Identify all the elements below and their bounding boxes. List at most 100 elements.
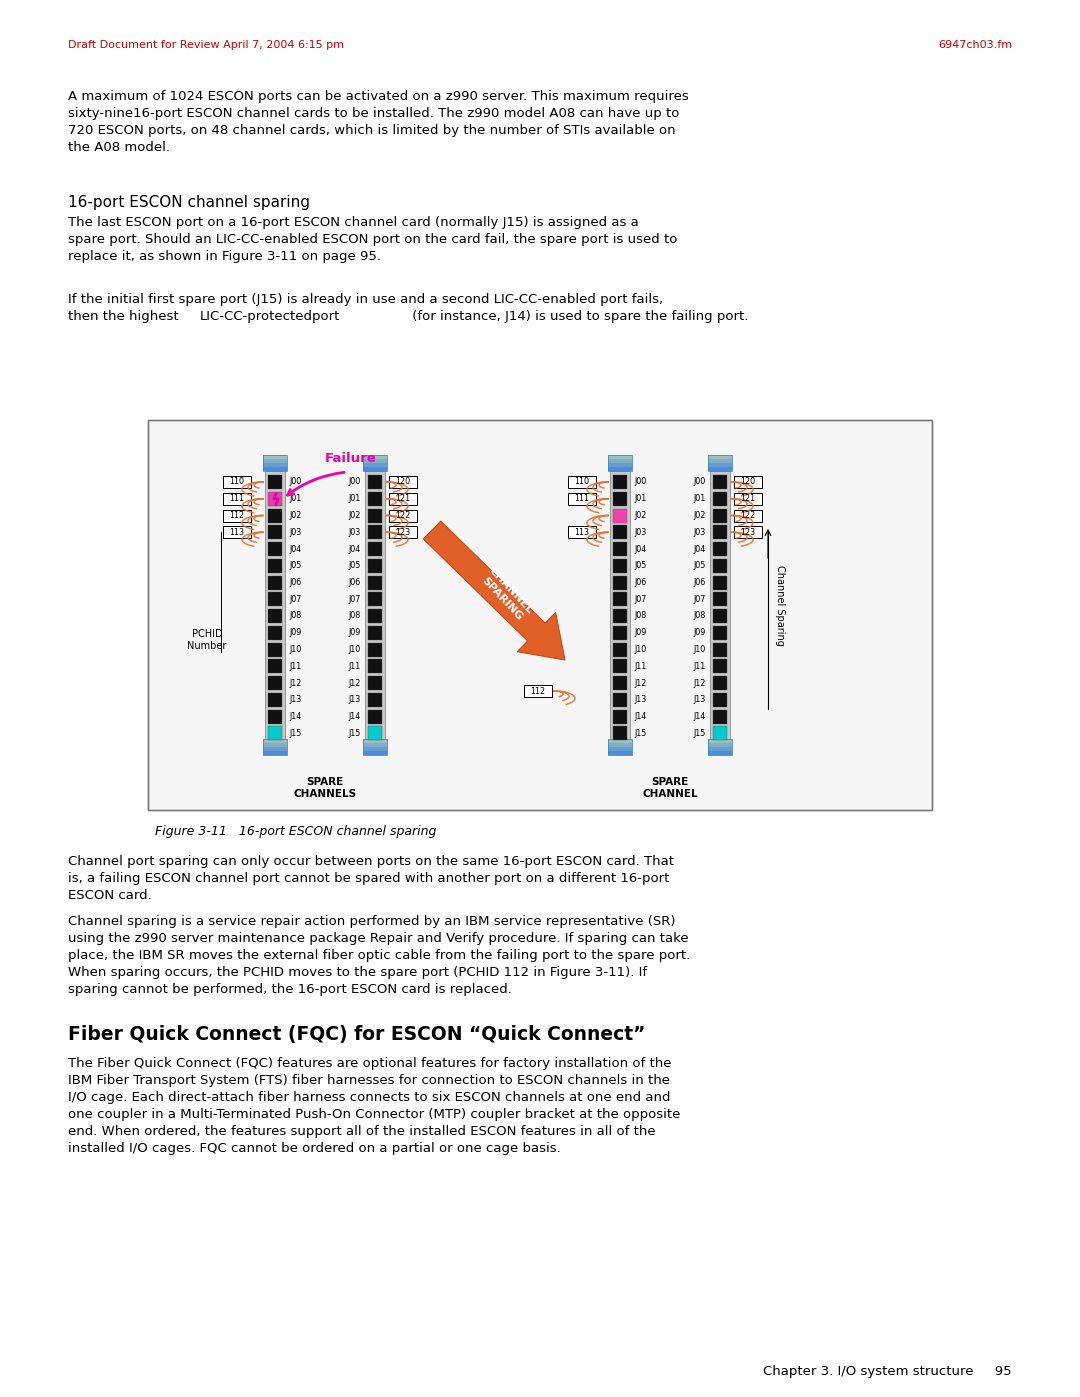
Bar: [608, 462, 632, 467]
Bar: [708, 455, 732, 471]
FancyBboxPatch shape: [734, 493, 762, 504]
Text: J08: J08: [289, 612, 301, 620]
Bar: [608, 455, 632, 460]
Bar: [608, 460, 632, 462]
Text: J14: J14: [349, 712, 361, 721]
Text: J14: J14: [289, 712, 301, 721]
Text: J13: J13: [289, 696, 301, 704]
FancyBboxPatch shape: [389, 476, 417, 488]
Bar: [148, 420, 932, 810]
Text: J13: J13: [349, 696, 361, 704]
Text: 110: 110: [229, 478, 244, 486]
Text: J09: J09: [634, 629, 646, 637]
Bar: [264, 455, 287, 460]
Text: J09: J09: [289, 629, 301, 637]
Bar: [613, 592, 627, 606]
Bar: [713, 609, 727, 623]
Text: J14: J14: [693, 712, 706, 721]
Text: J08: J08: [349, 612, 361, 620]
Bar: [368, 643, 382, 657]
Bar: [608, 743, 632, 747]
FancyBboxPatch shape: [568, 476, 596, 488]
Bar: [368, 576, 382, 590]
Text: Channel Sparing: Channel Sparing: [775, 564, 785, 645]
Text: J10: J10: [693, 645, 706, 654]
Text: J02: J02: [693, 511, 706, 520]
Bar: [268, 710, 282, 724]
Bar: [368, 609, 382, 623]
Bar: [708, 455, 732, 460]
Text: J01: J01: [634, 495, 646, 503]
Bar: [708, 743, 732, 747]
Text: J11: J11: [289, 662, 301, 671]
Bar: [708, 739, 732, 754]
Bar: [264, 739, 287, 743]
Bar: [613, 659, 627, 673]
Bar: [713, 509, 727, 522]
Bar: [608, 739, 632, 754]
Bar: [713, 559, 727, 573]
Text: J08: J08: [693, 612, 706, 620]
FancyBboxPatch shape: [568, 493, 596, 504]
Bar: [268, 693, 282, 707]
Bar: [264, 467, 287, 471]
Text: J01: J01: [349, 495, 361, 503]
Bar: [268, 542, 282, 556]
FancyBboxPatch shape: [222, 510, 251, 521]
Bar: [613, 509, 627, 522]
Text: The Fiber Quick Connect (FQC) features are optional features for factory install: The Fiber Quick Connect (FQC) features a…: [68, 1058, 680, 1155]
Text: J15: J15: [349, 729, 361, 738]
Text: then the highest: then the highest: [68, 310, 183, 323]
Text: Draft Document for Review April 7, 2004 6:15 pm: Draft Document for Review April 7, 2004 …: [68, 41, 345, 50]
Bar: [613, 643, 627, 657]
Text: 121: 121: [741, 495, 756, 503]
Bar: [268, 576, 282, 590]
Bar: [368, 559, 382, 573]
FancyBboxPatch shape: [524, 685, 552, 697]
Bar: [613, 492, 627, 506]
Bar: [713, 626, 727, 640]
Bar: [148, 420, 932, 810]
Bar: [363, 739, 387, 743]
Bar: [268, 676, 282, 690]
Bar: [268, 626, 282, 640]
Text: J00: J00: [289, 478, 301, 486]
Text: J00: J00: [693, 478, 706, 486]
Bar: [264, 460, 287, 462]
Bar: [613, 525, 627, 539]
Text: (for instance, J14) is used to spare the failing port.: (for instance, J14) is used to spare the…: [408, 310, 748, 323]
Bar: [608, 467, 632, 471]
FancyBboxPatch shape: [222, 493, 251, 504]
Bar: [613, 693, 627, 707]
Text: LIC-CC-protectedport: LIC-CC-protectedport: [200, 310, 340, 323]
Text: J05: J05: [349, 562, 361, 570]
FancyBboxPatch shape: [222, 527, 251, 538]
Bar: [608, 752, 632, 754]
Bar: [363, 752, 387, 754]
Text: J09: J09: [349, 629, 361, 637]
Text: 123: 123: [741, 528, 756, 536]
Bar: [268, 475, 282, 489]
Text: J00: J00: [349, 478, 361, 486]
Bar: [264, 747, 287, 752]
Text: J07: J07: [289, 595, 301, 604]
Text: J10: J10: [289, 645, 301, 654]
Text: 123: 123: [395, 528, 410, 536]
Text: J11: J11: [693, 662, 706, 671]
Text: J12: J12: [634, 679, 646, 687]
Bar: [363, 467, 387, 471]
Text: CHANNEL
SPARING: CHANNEL SPARING: [478, 566, 535, 624]
Text: J01: J01: [289, 495, 301, 503]
Bar: [368, 592, 382, 606]
Text: 110: 110: [575, 478, 590, 486]
Text: J10: J10: [349, 645, 361, 654]
Text: 112: 112: [530, 686, 545, 696]
Bar: [613, 626, 627, 640]
Text: J13: J13: [634, 696, 646, 704]
Bar: [713, 710, 727, 724]
FancyArrow shape: [423, 521, 565, 659]
Text: Failure: Failure: [325, 453, 377, 465]
Bar: [713, 492, 727, 506]
Text: 120: 120: [741, 478, 756, 486]
Bar: [368, 659, 382, 673]
